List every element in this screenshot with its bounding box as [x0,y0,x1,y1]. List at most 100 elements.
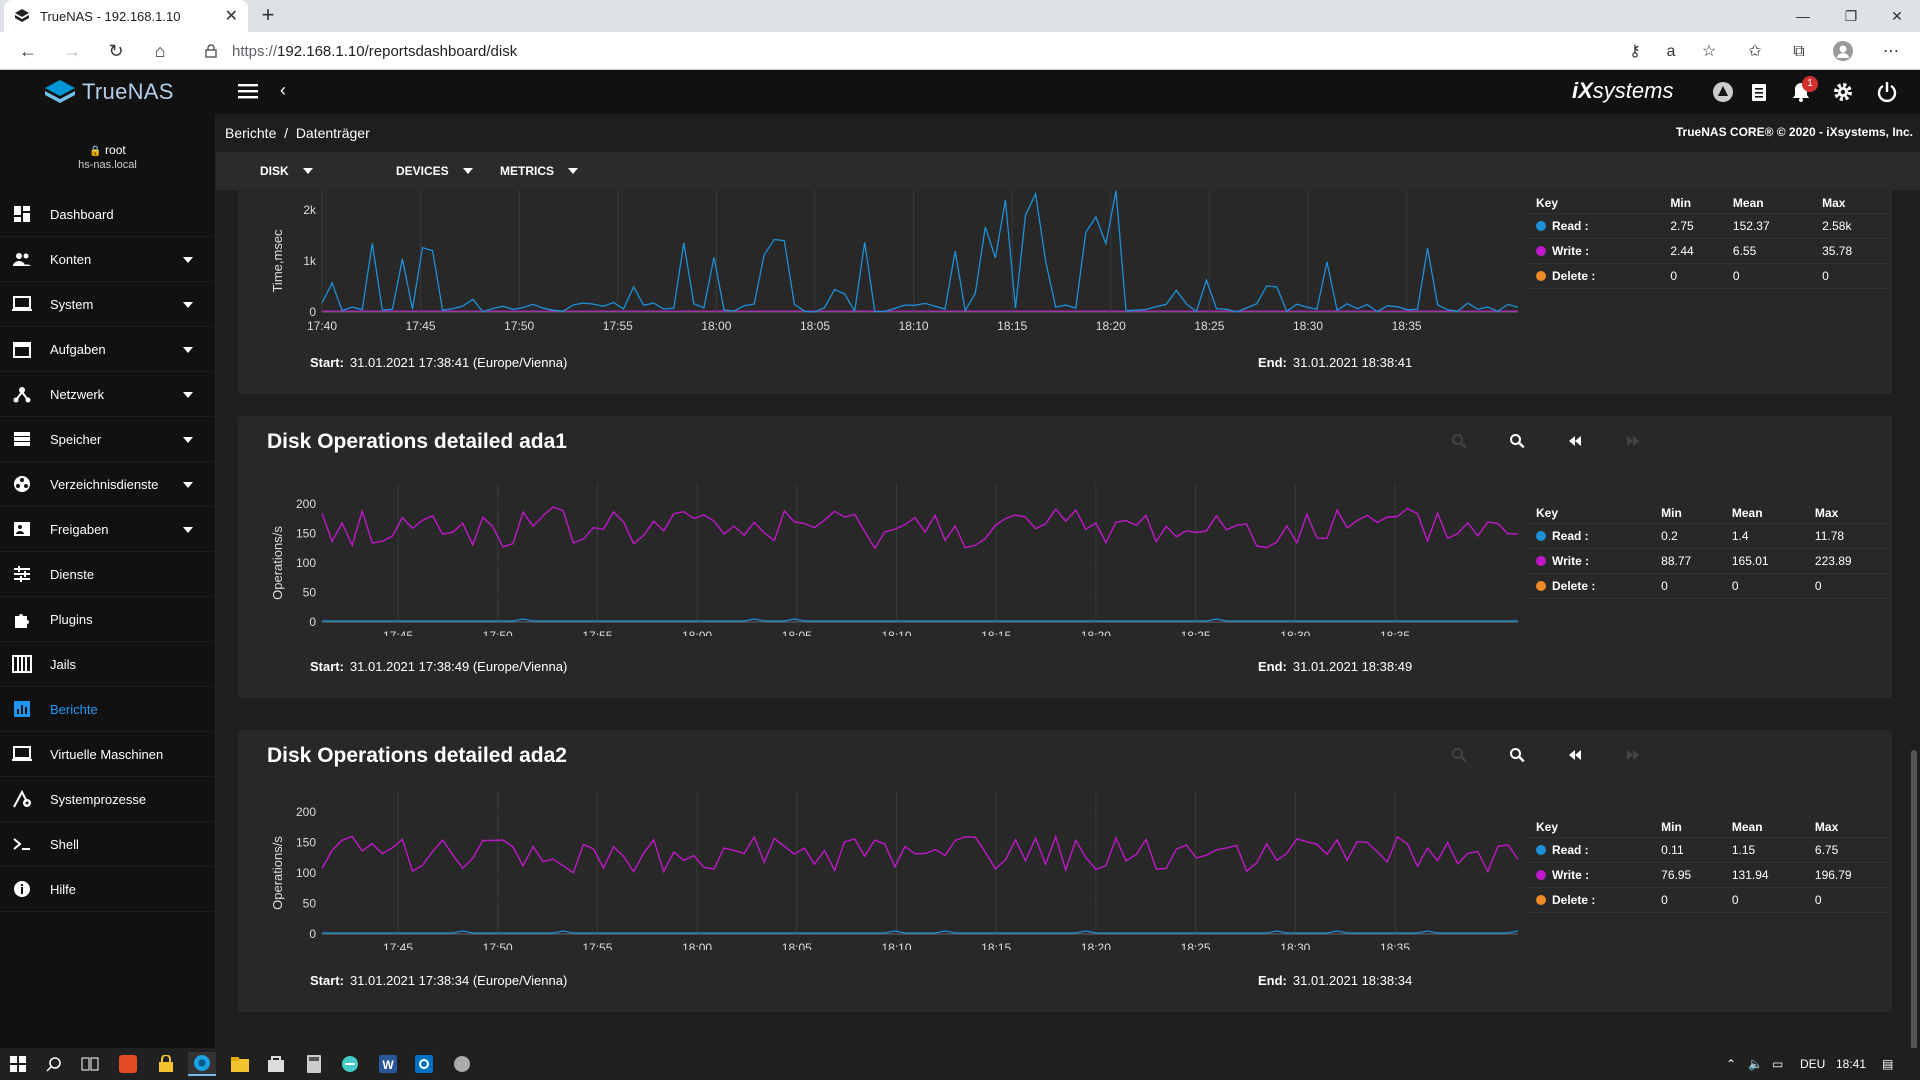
scrollbar-thumb[interactable] [1911,750,1917,1050]
x-tick-label: 17:55 [582,941,612,950]
sidebar-item-virtuelle-maschinen[interactable]: Virtuelle Maschinen [0,732,215,777]
metrics-dropdown[interactable]: METRICS [500,164,578,178]
profile-icon[interactable] [1832,41,1854,63]
app-icon-1[interactable] [114,1052,142,1076]
tasks-clipboard-icon[interactable] [1748,81,1770,103]
zoom-out-icon[interactable] [1506,430,1528,452]
legend-row-write: Write :88.77 165.01 223.89 [1528,548,1890,574]
step-forward-icon[interactable] [1622,430,1644,452]
lock-app-icon[interactable] [152,1052,180,1076]
sidebar-item-berichte[interactable]: Berichte [0,687,215,732]
task-view-icon[interactable] [76,1052,104,1076]
menu-icon[interactable] [238,82,258,100]
minimize-icon[interactable]: — [1796,8,1810,24]
sidebar-item-verzeichnisdienste[interactable]: Verzeichnisdienste [0,462,215,507]
sidebar-item-jails[interactable]: Jails [0,642,215,687]
zoom-in-icon[interactable] [1448,744,1470,766]
sidebar-item-label: Speicher [50,431,102,447]
y-tick-label: 150 [296,527,316,541]
sidebar-item-aufgaben[interactable]: Aufgaben [0,327,215,372]
sidebar-item-freigaben[interactable]: Freigaben [0,507,215,552]
restore-icon[interactable]: ❐ [1844,7,1858,24]
legend-key-header: Key [1528,194,1663,214]
settings-gear-icon[interactable] [1832,81,1854,103]
delete-dot [1536,894,1546,905]
file-explorer-icon[interactable] [226,1052,254,1076]
calculator-icon[interactable] [300,1052,328,1076]
zoom-in-icon[interactable] [1448,430,1470,452]
disk-dropdown[interactable]: DISK [260,164,313,178]
edge-browser-icon[interactable] [188,1052,216,1076]
sidebar-item-label: Aufgaben [50,341,106,357]
sidebar-item-netzwerk[interactable]: Netzwerk [0,372,215,417]
tray-chevron-icon[interactable]: ⌃ [1726,1057,1737,1071]
sidebar-item-shell[interactable]: Shell [0,822,215,867]
favorites-icon[interactable]: ✩ [1748,43,1762,60]
sidebar-item-dashboard[interactable]: Dashboard [0,192,215,237]
step-forward-icon[interactable] [1622,744,1644,766]
x-tick-label: 17:45 [383,941,413,950]
url-field[interactable]: https://192.168.1.10/reportsdashboard/di… [190,37,1620,65]
hostname: hs-nas.local [78,159,137,171]
legend-row-read: Read :2.75 152.37 2.58k [1528,213,1890,239]
new-tab-icon[interactable]: + [261,2,275,27]
sidebar-item-systemprozesse[interactable]: Systemprozesse [0,777,215,822]
home-icon[interactable]: ⌂ [154,41,166,61]
ixsystems-logo[interactable]: iXsystems [1572,78,1674,103]
chart-tools [1412,744,1644,766]
sidebar-item-konten[interactable]: Konten [0,237,215,282]
forward-icon[interactable]: → [63,41,81,61]
collapse-sidebar-icon[interactable]: ‹ [280,80,286,100]
delete-dot [1536,270,1546,281]
chevron-down-icon [183,527,193,533]
sidebar-item-speicher[interactable]: Speicher [0,417,215,462]
system-icon [12,294,32,314]
network-tray-icon[interactable]: ▭ [1772,1057,1784,1071]
app-icon-2[interactable] [336,1052,364,1076]
back-icon[interactable]: ← [19,41,37,61]
volume-icon[interactable]: 🔈 [1748,1057,1763,1071]
sidebar-item-system[interactable]: System [0,282,215,327]
write-dot [1536,555,1546,566]
key-icon[interactable]: ⚷ [1629,43,1641,60]
truenas-logo[interactable]: TrueNAS [44,79,174,105]
outlook-icon[interactable] [410,1052,438,1076]
sidebar-item-plugins[interactable]: Plugins [0,597,215,642]
sidebar-item-hilfe[interactable]: Hilfe [0,867,215,912]
app-icon-3[interactable] [448,1052,476,1076]
window-close-icon[interactable]: ✕ [1891,7,1903,24]
clock[interactable]: 18:41 [1836,1057,1867,1071]
step-back-icon[interactable] [1564,744,1586,766]
svg-text:W: W [382,1058,394,1072]
y-tick-label: 50 [303,897,317,911]
vertical-scrollbar[interactable] [1906,190,1920,1050]
power-icon[interactable] [1876,81,1898,103]
store-icon[interactable] [262,1052,290,1076]
y-tick-label: 100 [296,866,316,880]
truecommand-icon[interactable] [1712,81,1734,103]
collections-icon[interactable]: ⧉ [1793,43,1805,60]
close-tab-icon[interactable]: ✕ [224,8,238,25]
read-dot [1536,530,1546,541]
x-tick-label: 18:05 [782,629,812,636]
breadcrumb-root[interactable]: Berichte [225,125,277,141]
browser-tab[interactable]: TrueNAS - 192.168.1.10 ✕ [4,0,248,32]
read-series-line [322,930,1519,934]
windows-start-icon[interactable] [4,1052,32,1076]
search-icon[interactable] [40,1052,68,1076]
language-indicator[interactable]: DEU [1800,1057,1826,1071]
notifications-center-icon[interactable]: ▤ [1882,1057,1894,1071]
x-tick-label: 18:30 [1293,319,1323,333]
read-aloud-icon[interactable]: a [1666,43,1676,60]
favorite-star-icon[interactable]: ☆ [1701,43,1717,60]
word-icon[interactable]: W [374,1052,402,1076]
devices-dropdown[interactable]: DEVICES [396,164,473,178]
sidebar-item-label: Shell [50,836,79,852]
sidebar-item-dienste[interactable]: Dienste [0,552,215,597]
reload-icon[interactable]: ↻ [108,41,124,61]
x-tick-label: 17:50 [504,319,534,333]
more-icon[interactable]: ⋯ [1883,43,1899,60]
x-tick-label: 18:05 [800,319,830,333]
zoom-out-icon[interactable] [1506,744,1528,766]
step-back-icon[interactable] [1564,430,1586,452]
